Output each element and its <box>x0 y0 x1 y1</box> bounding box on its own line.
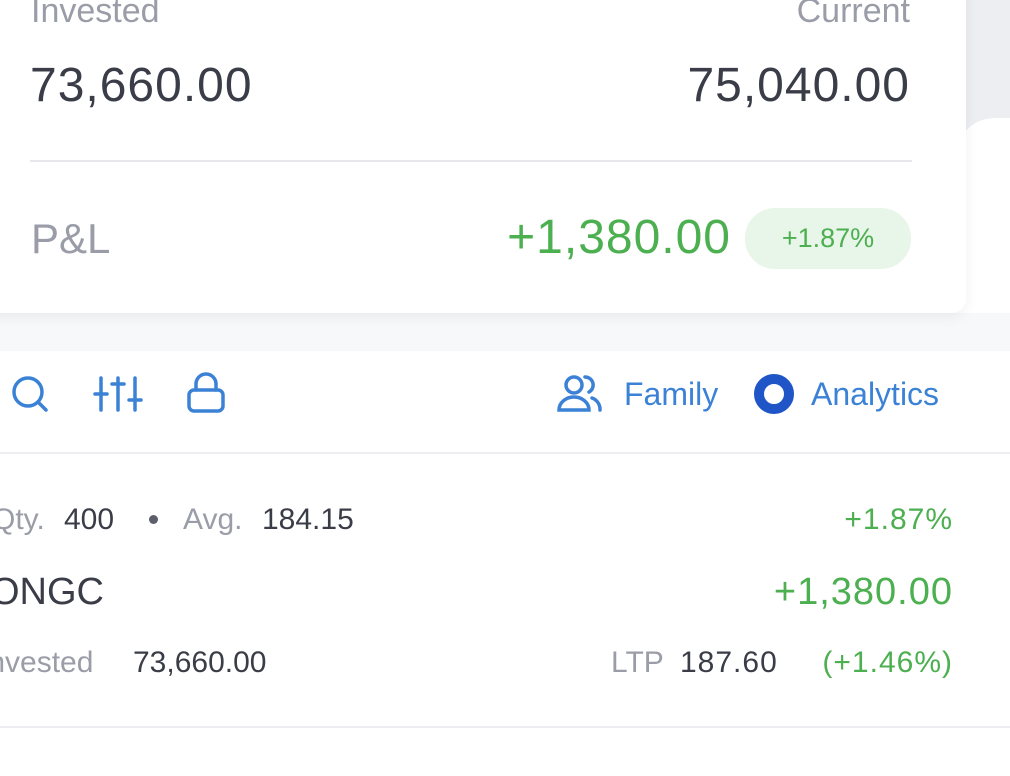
qty-label: Qty. <box>0 503 45 536</box>
family-link[interactable]: Family <box>624 376 719 412</box>
invested-value: 73,660.00 <box>30 59 253 112</box>
holding-pnl: +1,380.00 <box>773 571 953 613</box>
family-icon[interactable] <box>557 375 602 412</box>
ltp-change: (+1.46%) <box>822 646 953 679</box>
analytics-icon[interactable] <box>754 374 794 414</box>
symbol[interactable]: ONGC <box>0 571 104 613</box>
change-percent: +1.87% <box>844 503 953 536</box>
bullet <box>149 515 158 524</box>
avg-label: Avg. <box>183 503 243 536</box>
filter-icon[interactable] <box>93 376 143 412</box>
ltp-value: 187.60 <box>680 646 778 679</box>
invested-value: 73,660.00 <box>133 646 267 679</box>
qty-value: 400 <box>64 503 115 536</box>
pnl-badge: +1.87% <box>745 208 911 269</box>
lock-icon[interactable] <box>187 372 225 413</box>
invested-label: Invested <box>0 646 94 679</box>
toolbar-icons <box>12 372 794 414</box>
ltp-label: LTP <box>611 646 664 679</box>
divider <box>30 160 912 162</box>
avg-value: 184.15 <box>262 503 354 536</box>
pnl-value: +1,380.00 <box>507 211 731 264</box>
pnl-label: P&L <box>31 215 111 262</box>
divider <box>0 726 1010 728</box>
divider <box>0 452 1010 454</box>
invested-label: Invested <box>31 0 160 30</box>
analytics-link[interactable]: Analytics <box>811 376 940 412</box>
search-icon[interactable] <box>12 376 48 412</box>
current-value: 75,040.00 <box>687 59 910 112</box>
current-label: Current <box>796 0 910 30</box>
spacer <box>0 313 1010 351</box>
